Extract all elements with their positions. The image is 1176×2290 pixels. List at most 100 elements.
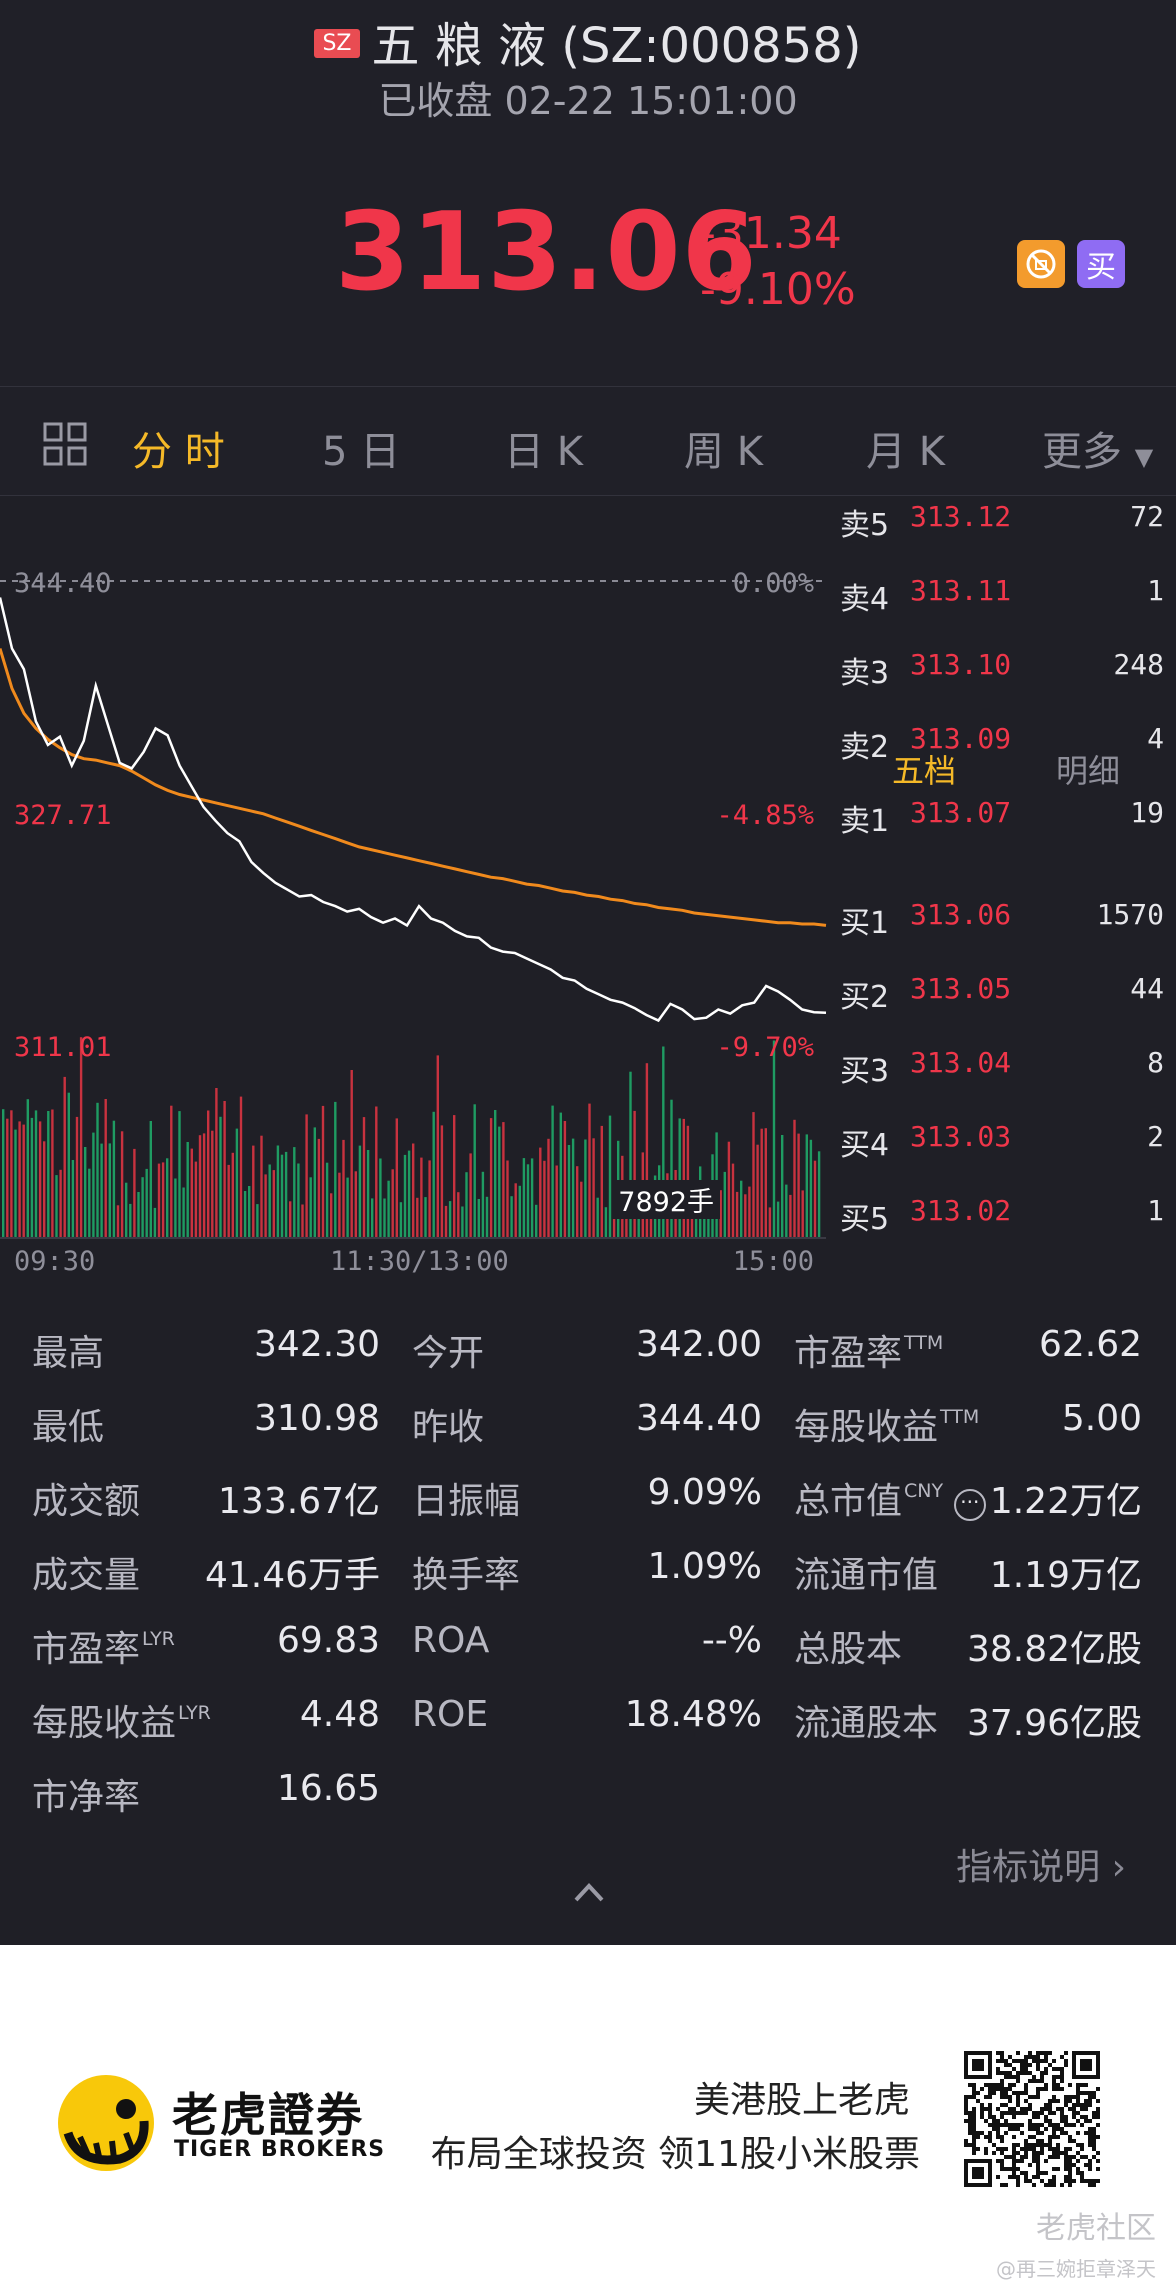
intraday-chart[interactable]: 344.40 327.71 311.01 0.00% -4.85% -9.70%… [0,496,830,1277]
no-trade-icon[interactable] [1017,240,1065,288]
volume-bar [444,1205,448,1238]
volume-bar [219,1116,222,1238]
watermark-community: 老虎社区 [1036,2211,1156,2246]
volume-bar [284,1151,288,1238]
volume-bar [682,1118,685,1238]
volume-bar [67,1092,70,1238]
promo-banner[interactable]: 老虎證券 TIGER BROKERS 美港股上老虎 布局全球投资 领11股小米股… [0,1945,1176,2290]
volume-bar [305,1114,308,1238]
volume-bar [92,1132,95,1238]
buy-button[interactable]: 买 [1077,240,1125,288]
volume-bar [744,1194,747,1238]
volume-bar [625,1204,628,1238]
layout-grid-icon[interactable] [42,421,88,467]
volume-bar [276,1145,280,1238]
volume-bar [289,1201,292,1238]
volume-bar [772,1040,776,1238]
volume-bar [416,1197,419,1238]
tab-intraday[interactable]: 分 时 [132,429,225,475]
brand-name-en: TIGER BROKERS [174,2137,386,2162]
volume-bar [567,1145,571,1238]
volume-bar [407,1150,411,1238]
volume-bar [358,1145,362,1238]
volume-bar [436,1055,439,1238]
volume-bar [489,1118,493,1238]
indicator-explanation-link[interactable]: 指标说明 › [956,1847,1126,1888]
volume-bar [96,1102,99,1238]
volume-bar [809,1139,813,1238]
volume-bar [432,1111,435,1238]
volume-bar [264,1174,267,1238]
volume-bar [297,1163,300,1238]
tab-5day[interactable]: 5 日 [322,429,401,475]
ask-row: 卖1 313.07 19 [840,796,1164,839]
volume-bar [776,1201,780,1238]
volume-bar [637,1206,640,1238]
chart-period-tabs: 分 时 5 日 日 K 周 K 月 K 更多 ▼ [0,386,1176,496]
collapse-chevron-up-icon[interactable] [572,1880,606,1904]
x-label-open: 09:30 [14,1246,96,1277]
volume-bar [256,1204,259,1238]
volume-bar [293,1147,296,1238]
volume-bar [141,1177,144,1238]
volume-bar [79,1037,83,1238]
volume-label: 7892手 [612,1180,720,1219]
stat-market-cap: 总市值 CNY ··· 1.22万亿 [794,1480,1142,1522]
y-label-low: 311.01 [14,1032,112,1063]
volume-bar [559,1112,562,1238]
market-status: 已收盘 02-22 15:01:00 [378,79,798,123]
price-line [0,597,827,1023]
volume-bar [120,1131,124,1238]
volume-bar [145,1168,148,1238]
tab-weekly-k[interactable]: 周 K [684,429,763,475]
volume-bar [366,1150,370,1238]
volume-bar [748,1186,751,1238]
volume-bar [55,1175,58,1238]
volume-bar [2,1109,5,1238]
volume-bar [178,1111,181,1238]
volume-bar [477,1199,480,1238]
volume-bar [768,1207,772,1238]
volume-bar [272,1170,275,1238]
stat-float-shares: 流通股本 37.96亿股 [794,1703,1142,1744]
volume-bar [47,1111,50,1238]
stat-turnover: 成交额 133.67亿 [32,1481,380,1522]
ask-row: 卖2 313.09 4 [840,722,1164,765]
ask-row: 卖3 313.10 248 [840,648,1164,691]
volume-bar [781,1135,784,1238]
volume-bar [535,1204,538,1238]
volume-bar [342,1139,345,1238]
volume-bar [239,1096,243,1238]
volume-bar [588,1103,591,1238]
tiger-logo-icon [58,2075,154,2171]
volume-bar [502,1122,505,1238]
volume-bar [88,1168,91,1238]
volume-bar [723,1171,726,1238]
stat-prev-close: 昨收 344.40 [412,1398,762,1448]
tab-daily-k[interactable]: 日 K [504,429,583,475]
tab-monthly-k[interactable]: 月 K [866,429,945,475]
volume-bar [379,1158,382,1238]
tab-five-levels[interactable]: 五档 [892,752,957,790]
volume-bar [576,1166,579,1238]
stock-title-row: SZ 五 粮 液 (SZ:000858) [0,6,1176,76]
volume-bar [420,1157,423,1238]
volume-bar [362,1117,366,1238]
tab-trade-detail[interactable]: 明细 [1056,752,1121,790]
y-label-top: 344.40 [14,568,112,599]
volume-bar [26,1099,29,1238]
volume-bar [116,1205,120,1238]
volume-bar [243,1191,247,1238]
volume-bar [227,1164,230,1238]
order-book: 卖5 313.12 72 卖4 313.11 1 卖3 313.10 248 卖2 313.0… [830,496,1176,1250]
volume-bar [473,1104,476,1238]
volume-bar [231,1152,234,1238]
volume-bar [330,1193,333,1238]
caret-down-icon: ▼ [1134,443,1154,471]
more-options-icon[interactable]: ··· [953,1489,986,1521]
volume-bar [38,1121,42,1238]
volume-bar [346,1177,349,1238]
volume-bar [161,1162,165,1238]
tab-more[interactable]: 更多 ▼ [1042,419,1153,477]
slogan-line-2: 布局全球投资 领11股小米股票 [430,2134,920,2175]
